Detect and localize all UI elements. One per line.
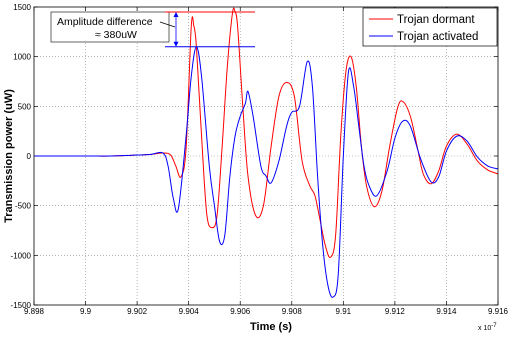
- series-line-activated: [33, 46, 499, 298]
- legend-label-dormant: Trojan dormant: [397, 14, 475, 26]
- x-axis-label: Time (s): [250, 321, 292, 333]
- x-tick-label: 9.904: [179, 307, 200, 316]
- x-tick-label: 9.906: [230, 307, 251, 316]
- x-tick-label: 9.9: [80, 307, 92, 316]
- legend-label-activated: Trojan activated: [397, 31, 478, 43]
- amplitude-annotation: Amplitude difference ≈ 380uW: [50, 11, 255, 48]
- x-tick-label: 9.912: [385, 307, 406, 316]
- legend: Trojan dormant Trojan activated: [362, 7, 498, 47]
- series-lines: [33, 7, 499, 298]
- y-tick-label: 1500: [13, 3, 31, 12]
- y-axis-label: Transmission power (uW): [3, 89, 15, 223]
- annotation-line-1: Amplitude difference: [57, 16, 153, 28]
- y-tick-label: -1500: [11, 301, 32, 310]
- annotation-arrow-head-down: [173, 41, 179, 47]
- y-tick-label: -500: [15, 202, 32, 211]
- annotation-line-2: ≈ 380uW: [95, 29, 137, 41]
- x-tick-label: 9.916: [488, 307, 509, 316]
- y-tick-label: 1000: [13, 53, 31, 62]
- x-multiplier-base: x 10: [478, 325, 491, 332]
- x-tick-label: 9.914: [436, 307, 457, 316]
- annotation-box: [50, 11, 170, 43]
- y-tick-label: 0: [27, 152, 32, 161]
- plot-frame: [33, 6, 499, 306]
- y-tick-label: 500: [18, 102, 32, 111]
- legend-box: [362, 7, 498, 47]
- x-tick-label: 9.908: [282, 307, 303, 316]
- x-tick-labels: 9.898 9.9 9.902 9.904 9.906 9.908 9.91 9.912 9.9…: [24, 307, 509, 316]
- x-tick-label: 9.902: [127, 307, 148, 316]
- x-multiplier-label: x 10-7: [478, 323, 497, 332]
- x-tick-label: 9.91: [336, 307, 352, 316]
- annotation-arrow-head-up: [173, 11, 179, 17]
- x-tick-label: 9.898: [24, 307, 45, 316]
- series-line-dormant: [33, 7, 499, 259]
- x-multiplier-exponent: -7: [491, 323, 497, 329]
- annotation-pointer: [159, 21, 176, 28]
- y-tick-label: -1000: [11, 251, 32, 260]
- y-tick-labels: -1500 -1000 -500 0 500 1000 1500: [11, 3, 32, 310]
